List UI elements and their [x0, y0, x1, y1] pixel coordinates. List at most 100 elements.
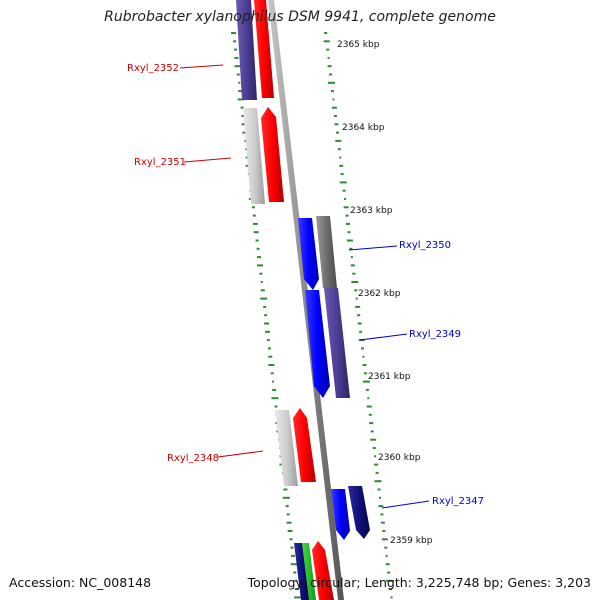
gene-feature-red[interactable] — [312, 541, 334, 600]
gene-feature-gray[interactable] — [243, 108, 265, 204]
gc-tick — [285, 505, 289, 508]
gc-tick — [379, 496, 381, 499]
gene-feature-blue[interactable] — [298, 218, 319, 290]
gc-tick — [327, 56, 330, 59]
gc-tick — [286, 521, 292, 524]
gc-tick — [382, 530, 386, 532]
gc-tick — [333, 115, 337, 117]
gc-tick — [349, 247, 353, 250]
gc-tick — [241, 115, 245, 117]
gc-tick — [367, 397, 370, 400]
kbp-label: 2362 kbp — [358, 289, 401, 299]
gc-tick — [260, 281, 263, 283]
gc-tick — [372, 447, 376, 449]
gc-tick — [238, 81, 241, 84]
gc-tick — [339, 156, 342, 159]
gc-tick — [355, 305, 361, 308]
gc-tick — [346, 222, 350, 225]
gc-tick — [293, 571, 297, 574]
map-title: Rubrobacter xylanophilus DSM 9941, compl… — [104, 9, 496, 25]
gc-tick — [346, 239, 353, 242]
gene-label-rxyl-2349[interactable]: Rxyl_2349 — [409, 329, 461, 340]
gc-tick — [327, 65, 332, 68]
gc-tick — [390, 596, 393, 599]
gc-tick — [236, 73, 240, 76]
gc-tick — [251, 206, 255, 209]
gc-tick — [385, 563, 390, 566]
gc-tick — [272, 380, 275, 383]
gene-feature-red[interactable] — [254, 0, 274, 98]
leader-line — [183, 157, 232, 163]
gc-tick — [260, 289, 265, 292]
gene-feature-gray[interactable] — [275, 410, 298, 486]
gc-tick — [268, 355, 273, 358]
gene-feature-navy[interactable] — [294, 543, 310, 600]
gene-feature-navy[interactable] — [348, 486, 370, 539]
gc-tick — [389, 588, 393, 591]
gc-tick — [234, 56, 239, 59]
gc-tick — [337, 148, 341, 151]
gc-tick — [352, 272, 356, 275]
gc-tick — [342, 189, 346, 192]
gc-tick — [350, 264, 355, 267]
gc-tick — [359, 330, 363, 333]
gc-tick — [286, 513, 290, 516]
gc-tick — [238, 90, 243, 93]
gc-tick — [335, 139, 342, 142]
gc-tick — [331, 90, 334, 93]
gene-label-rxyl-2347[interactable]: Rxyl_2347 — [432, 496, 484, 507]
gc-tick — [357, 322, 362, 325]
gene-feature-red[interactable] — [261, 107, 284, 202]
gc-tick — [326, 48, 330, 51]
gene-label-rxyl-2351[interactable]: Rxyl_2351 — [134, 157, 186, 168]
gc-tick — [256, 247, 260, 250]
gc-tick — [344, 198, 347, 200]
gc-tick — [362, 364, 367, 366]
leader-line — [381, 500, 430, 509]
gc-tick — [271, 397, 279, 400]
gc-tick — [340, 173, 344, 176]
gc-tick — [380, 521, 385, 524]
gc-tick — [259, 272, 263, 275]
gene-label-rxyl-2352[interactable]: Rxyl_2352 — [127, 63, 179, 74]
gc-tick — [240, 106, 244, 109]
gc-tick — [264, 314, 268, 317]
gc-tick — [274, 405, 278, 408]
gc-tick — [350, 256, 353, 259]
gc-tick — [237, 98, 245, 101]
gene-feature-blue[interactable] — [331, 489, 350, 540]
gc-tick — [234, 65, 241, 68]
gc-tick — [387, 571, 391, 574]
kbp-label: 2364 kbp — [342, 123, 385, 133]
gc-tick — [266, 339, 270, 342]
gc-tick — [343, 206, 349, 209]
gene-label-rxyl-2348[interactable]: Rxyl_2348 — [167, 453, 219, 464]
gene-feature-red[interactable] — [293, 408, 316, 482]
gene-feature-green[interactable] — [302, 543, 316, 600]
gc-tick — [270, 372, 274, 375]
gc-tick — [369, 422, 374, 425]
gc-tick — [351, 281, 359, 283]
gc-tick — [339, 164, 344, 167]
gene-labels: Rxyl_2352 Rxyl_2351 Rxyl_2350 Rxyl_2349 … — [127, 63, 484, 509]
gc-tick — [374, 463, 379, 466]
gene-label-rxyl-2350[interactable]: Rxyl_2350 — [399, 240, 451, 251]
kbp-label: 2360 kbp — [378, 453, 421, 463]
accession-label: Accession: NC_008148 — [9, 575, 152, 590]
gene-feature-purple[interactable] — [324, 288, 350, 398]
gc-tick — [294, 579, 297, 582]
gc-tick — [361, 347, 364, 350]
gc-tick — [374, 455, 377, 458]
gc-tick — [380, 513, 384, 516]
gene-feature-darkgray[interactable] — [316, 216, 337, 288]
gc-tick — [242, 131, 248, 134]
gc-tick — [265, 330, 270, 333]
gc-tick — [252, 222, 258, 225]
gc-tick — [268, 364, 275, 366]
gene-feature-blue[interactable] — [305, 290, 330, 398]
gc-tick — [328, 81, 335, 84]
kbp-label: 2363 kbp — [350, 206, 393, 216]
gene-feature-purple[interactable] — [236, 0, 257, 100]
gc-tick — [332, 98, 335, 101]
gc-tick — [374, 480, 382, 483]
